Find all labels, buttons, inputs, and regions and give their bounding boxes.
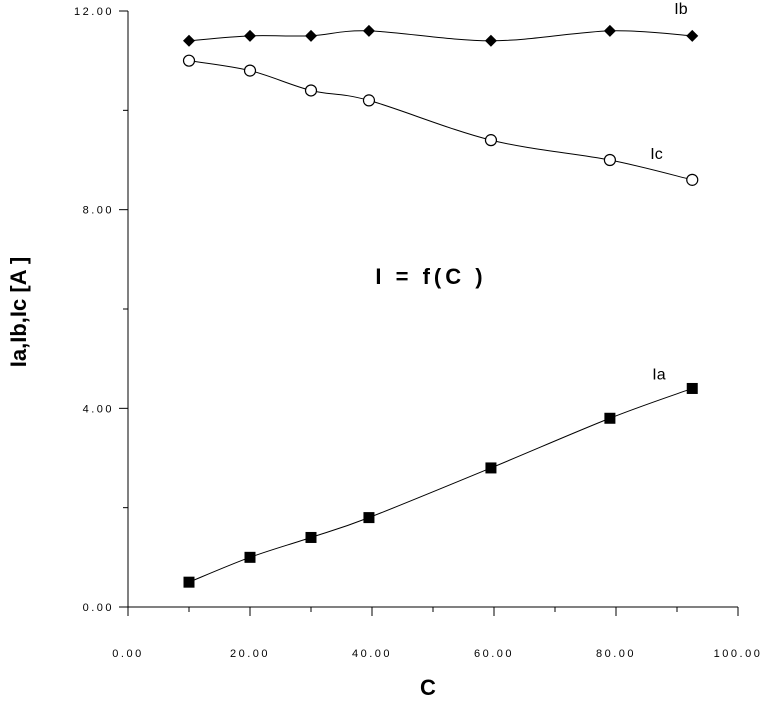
series-label-ib: Ib xyxy=(674,1,687,18)
series-line-ib xyxy=(188,30,693,42)
data-point-ib xyxy=(244,29,256,42)
data-point-ic xyxy=(603,153,617,167)
y-tick-label: 4.00 xyxy=(83,403,114,415)
x-tick-label: 40.00 xyxy=(352,648,392,660)
data-point-ib xyxy=(603,24,616,37)
y-tick-label: 8.00 xyxy=(83,205,114,217)
x-axis-title: C xyxy=(420,675,436,700)
data-point-ic xyxy=(484,134,498,147)
data-point-ia xyxy=(485,462,497,474)
data-point-ic xyxy=(304,84,318,97)
series-layer: Ib Ic Ia xyxy=(182,1,699,588)
series-label-ia: Ia xyxy=(652,366,665,383)
y-tick-label: 12.00 xyxy=(74,6,114,18)
series-line-ic xyxy=(188,60,693,181)
data-point-ib xyxy=(686,29,699,42)
data-point-ib xyxy=(305,29,317,42)
x-tick-label: 0.00 xyxy=(112,648,143,660)
axes: 0.00 4.00 8.00 12.00 0.00 20.00 40.00 60.00 80.0… xyxy=(74,6,762,660)
data-point-ic xyxy=(686,173,699,186)
x-tick-label: 80.00 xyxy=(596,648,636,660)
data-point-ia xyxy=(305,531,317,543)
data-point-ib xyxy=(362,24,375,37)
data-point-ia xyxy=(183,576,195,588)
data-point-ia xyxy=(686,382,698,394)
data-point-ic xyxy=(362,94,376,107)
chart-title: I = f(C ) xyxy=(375,264,486,289)
data-point-ic xyxy=(243,64,257,77)
y-axis-title: Ia,Ib,Ic [A ] xyxy=(6,257,31,367)
data-point-ic xyxy=(182,54,196,67)
x-tick-label: 100.00 xyxy=(714,648,762,660)
series-label-ic: Ic xyxy=(650,146,662,163)
data-point-ia xyxy=(363,512,375,524)
data-point-ib xyxy=(484,34,497,47)
series-line-ia xyxy=(188,387,693,583)
y-tick-label: 0.00 xyxy=(83,602,114,614)
x-tick-label: 20.00 xyxy=(230,648,270,660)
data-point-ib xyxy=(183,34,195,47)
data-point-ia xyxy=(244,551,256,563)
data-point-ia xyxy=(604,412,616,424)
x-tick-label: 60.00 xyxy=(474,648,514,660)
